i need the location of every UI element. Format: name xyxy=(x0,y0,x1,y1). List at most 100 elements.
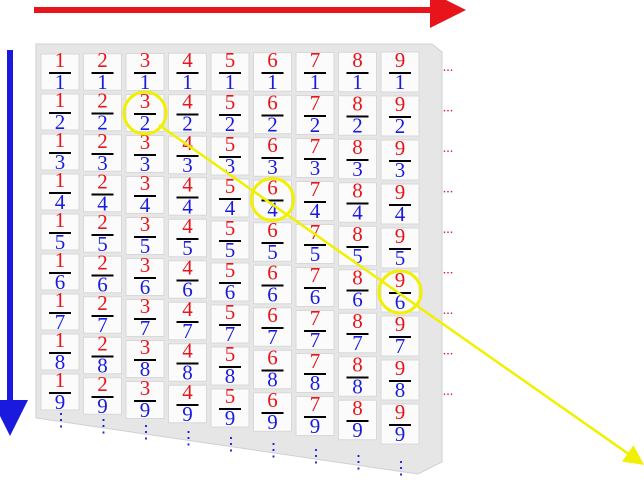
row-continuation: ... xyxy=(443,182,454,197)
denominator: 9 xyxy=(140,398,151,422)
numerator: 6 xyxy=(267,175,278,199)
numerator: 8 xyxy=(352,265,363,289)
denominator: 1 xyxy=(140,70,151,94)
denominator: 5 xyxy=(310,242,321,266)
numerator: 3 xyxy=(140,171,151,195)
numerator: 8 xyxy=(352,222,363,246)
numerator: 7 xyxy=(310,177,321,201)
column-continuation: ⋮ xyxy=(137,422,155,442)
numerator: 5 xyxy=(225,132,236,156)
numerator: 7 xyxy=(310,349,321,373)
denominator: 4 xyxy=(352,200,363,224)
denominator: 7 xyxy=(395,334,406,358)
numerator: 3 xyxy=(140,48,151,72)
numerator: 6 xyxy=(267,90,278,114)
numerator: 9 xyxy=(395,48,406,72)
denominator: 6 xyxy=(140,275,151,299)
denominator: 4 xyxy=(182,194,193,218)
numerator: 8 xyxy=(352,91,363,115)
denominator: 7 xyxy=(267,325,278,349)
numerator: 9 xyxy=(395,400,406,424)
cell xyxy=(295,138,335,178)
denominator: 8 xyxy=(140,357,151,381)
numerator: 4 xyxy=(182,48,193,72)
numerator: 7 xyxy=(310,263,321,287)
denominator: 5 xyxy=(395,246,406,270)
highlight-circle xyxy=(377,269,423,315)
denominator: 9 xyxy=(55,390,66,414)
row-continuation: ... xyxy=(443,344,454,359)
highlight-circle xyxy=(122,90,168,136)
denominator: 4 xyxy=(97,191,108,215)
denominator: 5 xyxy=(225,238,236,262)
denominator: 6 xyxy=(97,272,108,296)
denominator: 7 xyxy=(352,331,363,355)
numerator: 2 xyxy=(97,331,108,355)
highlights xyxy=(122,90,644,465)
cell xyxy=(295,267,335,307)
cell xyxy=(125,217,165,255)
numerator: 3 xyxy=(140,335,151,359)
denominator: 8 xyxy=(310,371,321,395)
denominator: 7 xyxy=(182,319,193,343)
denominator: 4 xyxy=(395,202,406,226)
denominator: 4 xyxy=(310,199,321,223)
numerator: 2 xyxy=(97,210,108,234)
denominator: 7 xyxy=(55,310,66,334)
denominator: 9 xyxy=(97,394,108,418)
numerator: 6 xyxy=(267,345,278,369)
denominator: 2 xyxy=(267,112,278,136)
column-continuation: ⋮ xyxy=(307,446,325,466)
denominator: 3 xyxy=(395,158,406,182)
numerator: 3 xyxy=(140,376,151,400)
denominator: 9 xyxy=(310,414,321,438)
column-continuation: ⋮ xyxy=(392,458,410,478)
denominator: 2 xyxy=(182,111,193,135)
denominator: 6 xyxy=(352,287,363,311)
denominator: 9 xyxy=(395,422,406,446)
numerator: 7 xyxy=(310,91,321,115)
numerator: 3 xyxy=(140,212,151,236)
row-continuation: ... xyxy=(443,141,454,156)
numerator: 9 xyxy=(395,180,406,204)
numerator: 6 xyxy=(267,303,278,327)
numerator: 6 xyxy=(267,133,278,157)
denominator: 4 xyxy=(267,197,278,221)
denominator: 2 xyxy=(97,110,108,134)
row-continuation: ... xyxy=(443,60,454,75)
numerator: 1 xyxy=(55,208,66,232)
column-continuation: ⋮ xyxy=(95,416,113,436)
denominator: 7 xyxy=(310,328,321,352)
denominator: 8 xyxy=(395,378,406,402)
denominator: 2 xyxy=(310,113,321,137)
numerator: 2 xyxy=(97,88,108,112)
numerator: 2 xyxy=(97,129,108,153)
row-continuation: ... xyxy=(443,101,454,116)
cell xyxy=(253,179,292,220)
denominator: 5 xyxy=(267,240,278,264)
denominator: 2 xyxy=(225,112,236,136)
numerator: 6 xyxy=(267,388,278,412)
denominator: 1 xyxy=(225,70,236,94)
cell xyxy=(380,359,420,401)
numerator: 4 xyxy=(182,214,193,238)
numerator: 9 xyxy=(395,268,406,292)
numerator: 9 xyxy=(395,356,406,380)
column-continuation: ⋮ xyxy=(350,452,368,472)
numerator: 9 xyxy=(395,224,406,248)
numerator: 1 xyxy=(55,368,66,392)
numerator: 8 xyxy=(352,352,363,376)
numerator: 7 xyxy=(310,134,321,158)
denominator: 9 xyxy=(182,402,193,426)
denominator: 2 xyxy=(395,114,406,138)
numerator: 3 xyxy=(140,253,151,277)
denominator: 3 xyxy=(267,155,278,179)
numerator: 8 xyxy=(352,135,363,159)
numerator: 1 xyxy=(55,88,66,112)
denominator: 9 xyxy=(267,410,278,434)
denominator: 1 xyxy=(352,70,363,94)
denominator: 6 xyxy=(395,290,406,314)
numerator: 7 xyxy=(310,48,321,72)
denominator: 8 xyxy=(225,364,236,388)
